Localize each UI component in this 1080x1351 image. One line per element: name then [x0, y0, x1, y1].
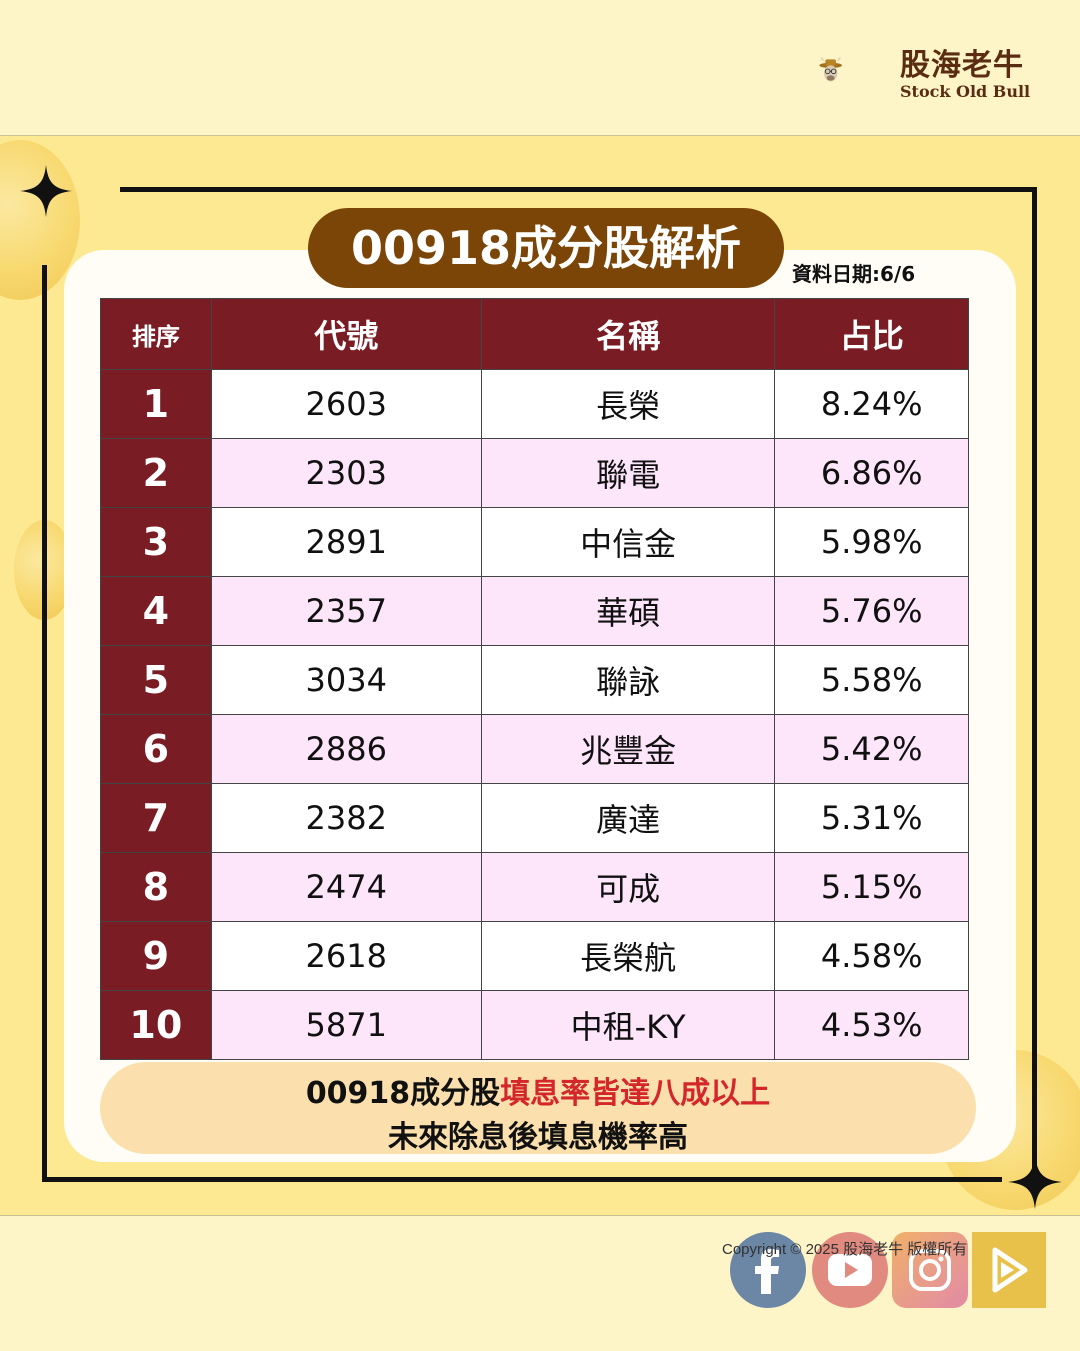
frame-bottom-line [42, 1177, 1002, 1182]
sparkle-icon [20, 165, 72, 217]
rank-cell: 2 [100, 438, 212, 508]
name-cell: 中租-KY [480, 990, 776, 1060]
rank-cell: 4 [100, 576, 212, 646]
table-row: 6 2886 兆豐金 5.42% [100, 714, 969, 784]
table-row: 7 2382 廣達 5.31% [100, 783, 969, 853]
code-cell: 2618 [210, 921, 482, 991]
rank-cell: 5 [100, 645, 212, 715]
rank-cell: 9 [100, 921, 212, 991]
name-cell: 廣達 [480, 783, 776, 853]
rank-cell: 3 [100, 507, 212, 577]
code-cell: 2603 [210, 369, 482, 439]
note-line-2: 未來除息後填息機率高 [388, 1120, 688, 1155]
table-row: 9 2618 長榮航 4.58% [100, 921, 969, 991]
name-cell: 長榮航 [480, 921, 776, 991]
facebook-icon[interactable] [730, 1232, 806, 1308]
note-prefix: 00918成分股 [305, 1076, 501, 1111]
rank-cell: 10 [100, 990, 212, 1060]
rank-cell: 1 [100, 369, 212, 439]
pct-cell: 5.31% [774, 783, 969, 853]
table-header-row: 排序 代號 名稱 占比 [100, 298, 969, 370]
code-cell: 2886 [210, 714, 482, 784]
youtube-icon[interactable] [812, 1232, 888, 1308]
frame-left-line [42, 265, 47, 1180]
name-cell: 可成 [480, 852, 776, 922]
brand-name: 股海老牛 [900, 48, 1024, 83]
header-pct: 占比 [774, 298, 969, 370]
pct-cell: 4.53% [774, 990, 969, 1060]
pct-cell: 5.98% [774, 507, 969, 577]
data-date: 資料日期:6/6 [792, 262, 916, 286]
table-row: 10 5871 中租-KY 4.53% [100, 990, 969, 1060]
pct-cell: 5.58% [774, 645, 969, 715]
code-cell: 2357 [210, 576, 482, 646]
holdings-table: 排序 代號 名稱 占比 1 2603 長榮 8.24% 2 2303 聯電 6.… [100, 298, 969, 1060]
bull-logo-icon [819, 57, 842, 82]
copyright-text: Copyright © 2025 股海老牛 版權所有 [722, 1241, 968, 1258]
instagram-icon[interactable] [892, 1232, 968, 1308]
code-cell: 2382 [210, 783, 482, 853]
table-row: 5 3034 聯詠 5.58% [100, 645, 969, 715]
name-cell: 兆豐金 [480, 714, 776, 784]
pct-cell: 4.58% [774, 921, 969, 991]
header-code: 代號 [210, 298, 482, 370]
top-band [0, 0, 1080, 136]
note-highlight: 填息率皆達八成以上 [500, 1076, 771, 1111]
code-cell: 5871 [210, 990, 482, 1060]
table-row: 4 2357 華碩 5.76% [100, 576, 969, 646]
name-cell: 中信金 [480, 507, 776, 577]
table-row: 2 2303 聯電 6.86% [100, 438, 969, 508]
name-cell: 華碩 [480, 576, 776, 646]
code-cell: 2474 [210, 852, 482, 922]
header-rank: 排序 [100, 298, 212, 370]
page-title: 00918成分股解析 [308, 208, 784, 288]
table-row: 3 2891 中信金 5.98% [100, 507, 969, 577]
pct-cell: 5.15% [774, 852, 969, 922]
pct-cell: 6.86% [774, 438, 969, 508]
code-cell: 2303 [210, 438, 482, 508]
header-name: 名稱 [480, 298, 776, 370]
rank-cell: 6 [100, 714, 212, 784]
pct-cell: 8.24% [774, 369, 969, 439]
brand-subtitle: Stock Old Bull [900, 82, 1031, 101]
summary-note: 00918成分股填息率皆達八成以上 未來除息後填息機率高 [100, 1062, 976, 1155]
rank-cell: 8 [100, 852, 212, 922]
sparkle-icon [1008, 1155, 1062, 1209]
code-cell: 2891 [210, 507, 482, 577]
name-cell: 聯詠 [480, 645, 776, 715]
table-row: 1 2603 長榮 8.24% [100, 369, 969, 439]
rank-cell: 7 [100, 783, 212, 853]
name-cell: 長榮 [480, 369, 776, 439]
code-cell: 3034 [210, 645, 482, 715]
name-cell: 聯電 [480, 438, 776, 508]
frame-right-line [1032, 187, 1037, 1179]
note-line-1: 00918成分股填息率皆達八成以上 [100, 1068, 976, 1112]
table-row: 8 2474 可成 5.15% [100, 852, 969, 922]
frame-top-line [120, 187, 1037, 192]
play-icon[interactable] [972, 1232, 1046, 1308]
pct-cell: 5.42% [774, 714, 969, 784]
pct-cell: 5.76% [774, 576, 969, 646]
